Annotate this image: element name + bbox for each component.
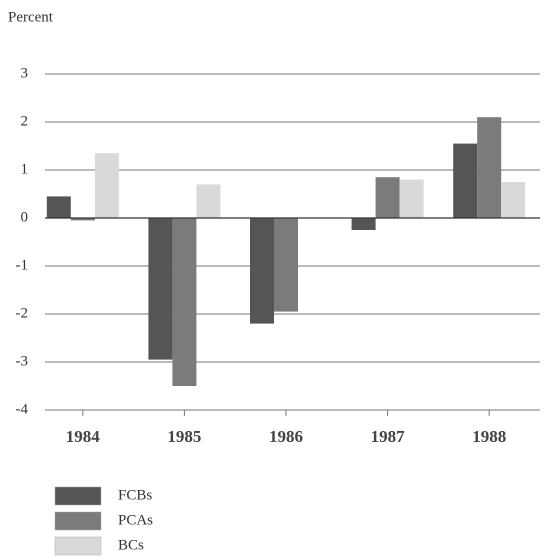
legend-swatch bbox=[54, 536, 102, 556]
x-tick-label: 1987 bbox=[371, 427, 406, 446]
bar bbox=[172, 218, 197, 386]
bar bbox=[70, 218, 95, 221]
bar bbox=[501, 182, 526, 218]
y-tick-label: 2 bbox=[21, 113, 29, 129]
x-tick-label: 1984 bbox=[66, 427, 101, 446]
bar bbox=[453, 143, 478, 218]
y-axis-label: Percent bbox=[8, 9, 54, 25]
legend-label: PCAs bbox=[118, 512, 153, 528]
legend-swatch bbox=[54, 486, 102, 506]
x-tick-label: 1985 bbox=[167, 427, 201, 446]
y-tick-label: -4 bbox=[16, 401, 29, 417]
y-tick-label: -1 bbox=[16, 257, 29, 273]
bar bbox=[477, 117, 502, 218]
legend-label: BCs bbox=[118, 537, 144, 553]
bar bbox=[274, 218, 298, 312]
bar bbox=[94, 153, 119, 218]
y-tick-label: 3 bbox=[21, 65, 29, 81]
bar bbox=[196, 184, 221, 218]
bar bbox=[148, 218, 173, 360]
bar bbox=[250, 218, 274, 324]
x-tick-label: 1988 bbox=[472, 427, 506, 446]
y-tick-label: 0 bbox=[21, 209, 29, 225]
legend-swatch bbox=[54, 511, 102, 531]
y-tick-label: -3 bbox=[16, 353, 29, 369]
legend-label: FCBs bbox=[118, 487, 152, 503]
bar bbox=[399, 179, 424, 218]
bar bbox=[375, 177, 400, 218]
bar bbox=[46, 196, 71, 218]
y-tick-label: -2 bbox=[16, 305, 29, 321]
x-tick-label: 1986 bbox=[269, 427, 303, 446]
y-tick-label: 1 bbox=[21, 161, 29, 177]
bar bbox=[351, 218, 376, 230]
